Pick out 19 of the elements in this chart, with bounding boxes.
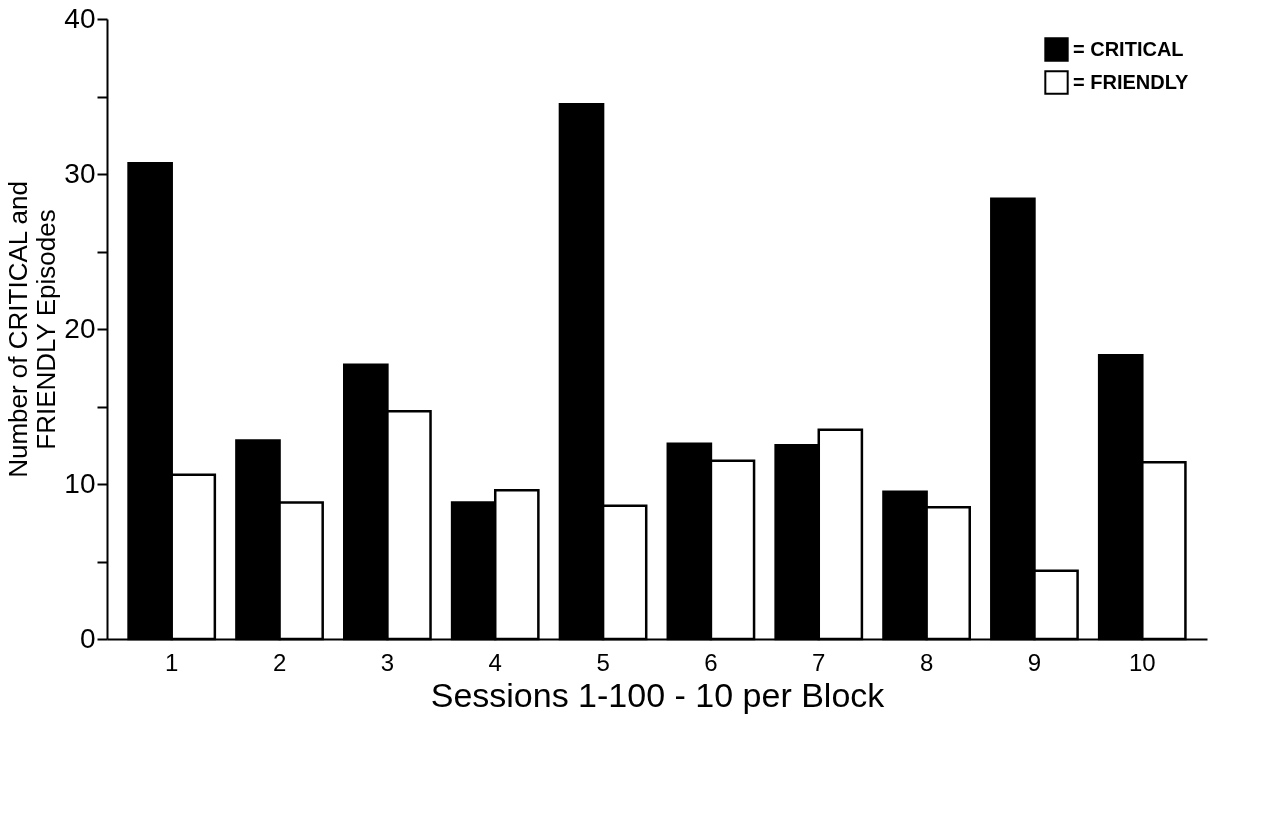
x-tick-label: 9 [1027, 648, 1042, 676]
y-tick-label: 20 [64, 312, 96, 344]
x-axis-title: Sessions 1-100 - 10 per Block [430, 675, 886, 714]
x-tick-label: 5 [596, 648, 610, 676]
legend-label: = FRIENDLY [1073, 70, 1190, 93]
x-tick-label: 10 [1128, 648, 1156, 676]
x-tick-label: 4 [488, 648, 502, 676]
y-tick-label: 30 [64, 157, 96, 189]
legend-label: = CRITICAL [1073, 37, 1184, 60]
x-tick-label: 2 [272, 648, 287, 676]
x-tick-label: 3 [380, 648, 395, 676]
x-tick-label: 7 [812, 648, 826, 676]
x-tick-label: 6 [704, 648, 718, 676]
x-tick-label: 1 [165, 648, 179, 676]
y-tick-label: 0 [79, 622, 96, 654]
y-tick-label: 10 [64, 467, 96, 499]
y-tick-label: 40 [64, 2, 96, 34]
x-tick-label: 8 [919, 648, 934, 676]
y-axis-title: Number of CRITICAL and FRIENDLY Episodes [3, 181, 62, 478]
